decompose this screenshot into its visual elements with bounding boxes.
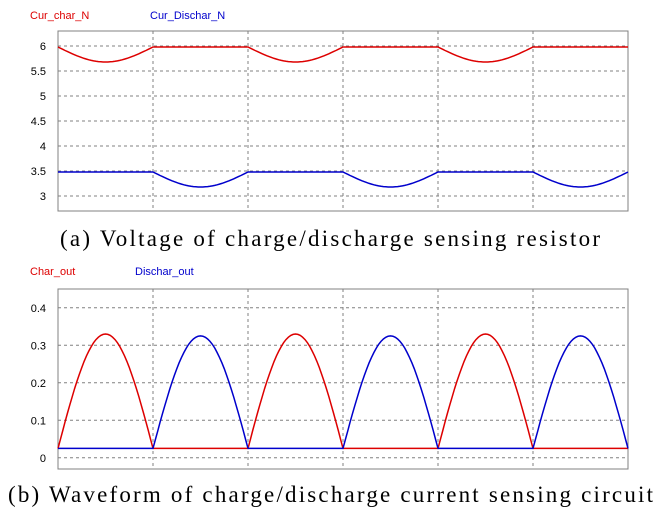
series-line-1 (57, 46, 628, 63)
y-tick-label: 0.4 (31, 303, 46, 315)
y-tick-label: 0.2 (31, 378, 46, 390)
chart-b-caption: (b) Waveform of charge/discharge current… (8, 482, 654, 507)
y-tick-label: 3.5 (31, 166, 46, 178)
chart-b: Char_out Dischar_out 0 0.1 0.2 0.3 0.4 (b) W… (8, 266, 654, 507)
chart-b-legend-series-1: Char_out (30, 266, 75, 278)
chart-a-grid (58, 31, 628, 211)
chart-a: Cur_char_N Cur_Dischar_N 3 3.5 4 4.5 5 5.5 6 (… (30, 10, 629, 251)
y-tick-label: 4.5 (31, 116, 46, 128)
y-tick-label: 5.5 (31, 66, 46, 78)
chart-b-y-axis: 0 0.1 0.2 0.3 0.4 (31, 303, 46, 465)
chart-a-series (57, 46, 629, 188)
y-tick-label: 0 (40, 453, 46, 465)
y-tick-label: 6 (40, 41, 46, 53)
y-tick-label: 0.1 (31, 415, 46, 427)
chart-a-caption: (a) Voltage of charge/discharge sensing … (60, 226, 600, 251)
chart-b-grid (58, 289, 628, 469)
series-line-2 (58, 335, 629, 450)
y-tick-label: 4 (40, 141, 46, 153)
y-tick-label: 0.3 (31, 340, 46, 352)
chart-a-legend-series-1: Cur_char_N (30, 10, 89, 22)
chart-b-series (57, 333, 629, 450)
series-line-2 (58, 171, 629, 188)
y-tick-label: 5 (40, 91, 46, 103)
chart-a-legend-series-2: Cur_Dischar_N (150, 10, 225, 22)
chart-a-y-axis: 3 3.5 4 4.5 5 5.5 6 (31, 41, 46, 203)
chart-b-legend-series-2: Dischar_out (135, 266, 194, 278)
y-tick-label: 3 (40, 191, 46, 203)
